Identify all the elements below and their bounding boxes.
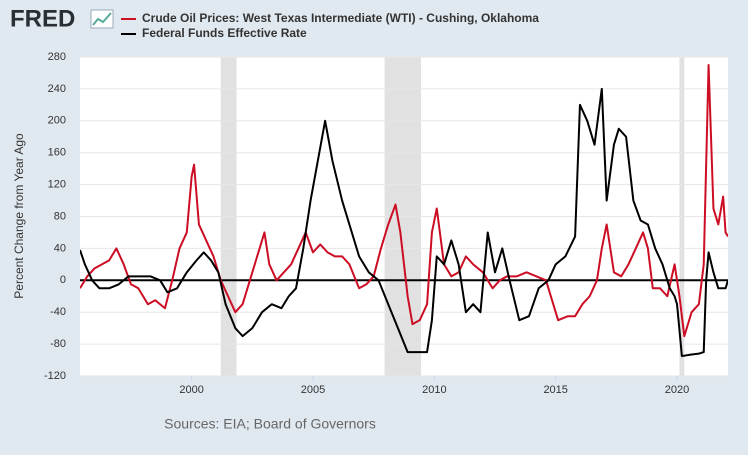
y-axis-label: Percent Change from Year Ago xyxy=(12,133,26,299)
y-tick-label: -40 xyxy=(50,306,66,318)
logo: FRED xyxy=(10,5,75,32)
series-line xyxy=(80,87,728,358)
x-tick-label: 2000 xyxy=(179,384,203,396)
y-tick-label: 40 xyxy=(54,242,66,254)
series-line xyxy=(80,63,728,338)
y-tick-label: 240 xyxy=(48,83,66,95)
legend-label: Federal Funds Effective Rate xyxy=(142,26,307,40)
logo-icon xyxy=(90,9,114,29)
y-tick-label: -120 xyxy=(44,370,66,382)
x-tick-label: 2010 xyxy=(422,384,446,396)
y-tick-label: 200 xyxy=(48,115,66,127)
y-tick-label: 160 xyxy=(48,147,66,159)
y-tick-label: 80 xyxy=(54,210,66,222)
y-tick-label: 120 xyxy=(48,179,66,191)
legend-label: Crude Oil Prices: West Texas Intermediat… xyxy=(142,11,539,25)
y-tick-label: 0 xyxy=(60,274,66,286)
x-tick-label: 2005 xyxy=(301,384,325,396)
source: Sources: EIA; Board of Governors xyxy=(164,416,376,432)
plot-lines xyxy=(80,63,728,358)
x-tick-label: 2015 xyxy=(543,384,567,396)
y-tick-label: 280 xyxy=(48,51,66,63)
y-tick-label: -80 xyxy=(50,338,66,350)
x-tick-label: 2020 xyxy=(665,384,689,396)
